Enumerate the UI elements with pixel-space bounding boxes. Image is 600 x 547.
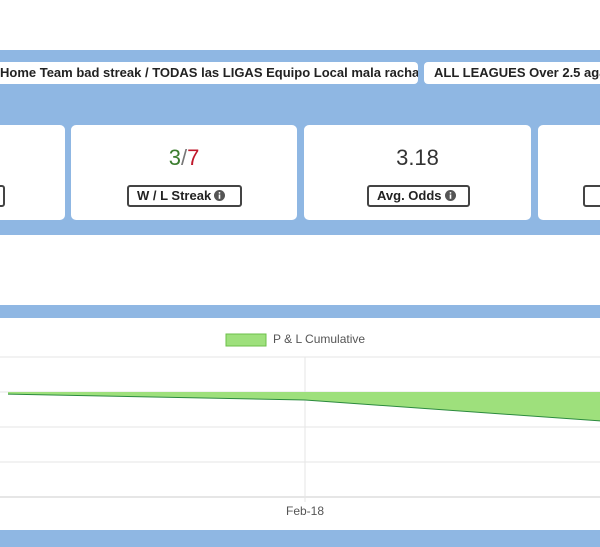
stat-button[interactable] <box>583 185 600 207</box>
stat-label: W / L Streak <box>137 188 212 203</box>
separator: / <box>180 145 188 170</box>
tab[interactable]: Home Team bad streak / TODAS las LIGAS E… <box>0 62 418 84</box>
legend-label: P & L Cumulative <box>273 332 365 346</box>
streak-value: 3/7 <box>71 145 297 171</box>
stat-button[interactable]: Avg. Odds <box>367 185 470 207</box>
odds-value: 3.18 <box>396 145 439 170</box>
stat-button[interactable]: W / L Streak <box>127 185 242 207</box>
stat-button[interactable] <box>0 185 5 207</box>
losses: 7 <box>187 145 200 170</box>
stat-card <box>538 125 600 220</box>
chart: P & L Cumulative Feb-18 <box>0 332 600 518</box>
stat-card: 3/7 W / L Streak <box>71 125 297 220</box>
info-icon <box>214 190 226 201</box>
wins: 3 <box>168 145 181 170</box>
info-icon <box>444 190 456 201</box>
stat-label: Avg. Odds <box>377 188 442 203</box>
line <box>7 393 600 422</box>
x-tick-label: Feb-18 <box>286 504 324 518</box>
stat-card <box>0 125 65 220</box>
stat-card: 3.18 Avg. Odds <box>304 125 531 220</box>
section-band <box>0 305 600 318</box>
tab[interactable]: ALL LEAGUES Over 2.5 aga <box>424 62 600 84</box>
area <box>8 392 600 421</box>
legend-swatch <box>225 333 267 347</box>
footer-band <box>0 530 600 547</box>
